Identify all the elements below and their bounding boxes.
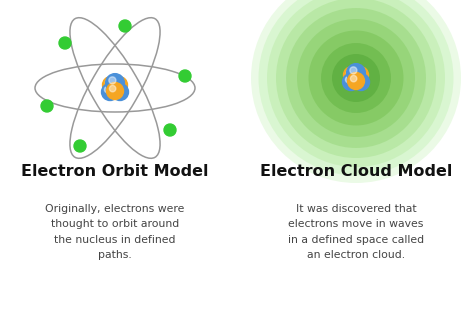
Circle shape [346,76,352,83]
Circle shape [350,75,357,82]
Circle shape [109,85,116,92]
Circle shape [114,86,121,93]
Text: Originally, electrons were
thought to orbit around
the nucleus in defined
paths.: Originally, electrons were thought to or… [46,204,185,260]
Circle shape [59,37,71,49]
Circle shape [109,77,116,84]
Circle shape [346,69,353,76]
Circle shape [74,140,86,152]
Text: Electron Cloud Model: Electron Cloud Model [260,165,452,179]
Circle shape [107,82,124,100]
Circle shape [346,64,365,82]
Circle shape [352,67,368,83]
Circle shape [111,83,128,100]
Ellipse shape [332,54,380,102]
Ellipse shape [251,0,461,183]
Ellipse shape [309,30,403,126]
Circle shape [105,79,112,86]
Circle shape [41,100,53,112]
Circle shape [344,67,361,83]
Circle shape [350,67,357,74]
Circle shape [356,76,362,83]
Text: Electron Orbit Model: Electron Orbit Model [21,165,209,179]
Circle shape [106,74,124,92]
Circle shape [179,70,191,82]
Ellipse shape [321,43,391,113]
Circle shape [104,86,111,93]
Circle shape [353,73,370,91]
Circle shape [110,77,128,94]
Circle shape [343,73,359,91]
Ellipse shape [297,19,415,137]
Circle shape [355,69,361,76]
Ellipse shape [286,8,426,148]
Circle shape [164,124,176,136]
Ellipse shape [267,0,445,167]
Circle shape [102,77,119,94]
Text: It was discovered that
electrons move in waves
in a defined space called
an elec: It was discovered that electrons move in… [288,204,424,260]
Ellipse shape [258,0,454,175]
Circle shape [119,20,131,32]
Ellipse shape [276,0,436,158]
Circle shape [113,79,120,86]
Circle shape [101,83,118,100]
Circle shape [347,73,365,90]
